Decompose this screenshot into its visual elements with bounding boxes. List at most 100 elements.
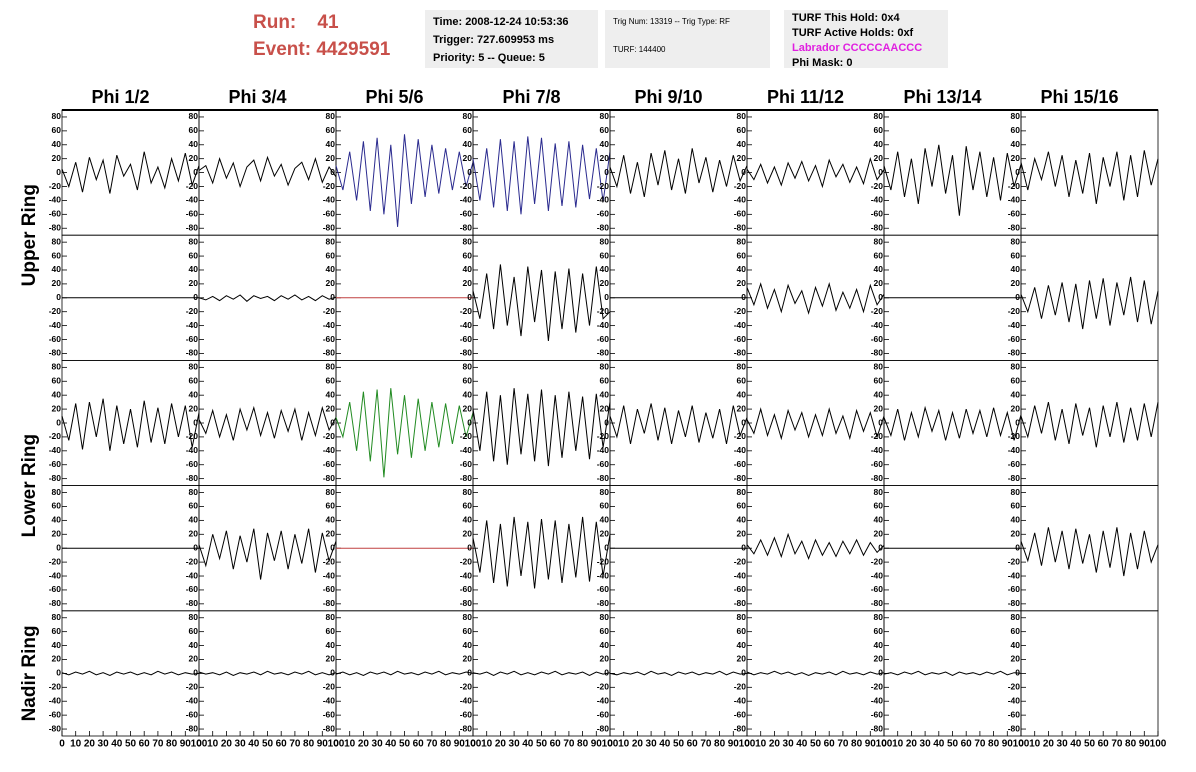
x-tick-label: 50: [536, 739, 548, 750]
y-tick-label: 20: [52, 278, 62, 288]
y-tick-label: -60: [323, 209, 336, 219]
info-line: TURF Active Holds: 0xf: [792, 27, 914, 39]
panel-frame: [335, 610, 474, 737]
y-tick-label: -20: [871, 181, 884, 191]
y-tick-label: -20: [49, 431, 62, 441]
y-tick-label: -40: [323, 570, 336, 580]
event-line: Event: 4429591: [253, 39, 390, 61]
waveform: [1020, 276, 1159, 330]
info-line: Time: 2008-12-24 10:53:36: [433, 16, 569, 28]
y-tick-label: -80: [871, 348, 884, 358]
x-tick-label: 60: [961, 739, 973, 750]
waveform: [746, 407, 885, 441]
y-tick-label: 0: [193, 292, 198, 302]
x-tick-label: 40: [522, 739, 534, 750]
panel-frame: [1020, 485, 1159, 612]
panel-frame: [335, 109, 474, 236]
y-tick-label: 60: [874, 376, 884, 386]
y-tick-label: 0: [330, 292, 335, 302]
y-tick-label: 40: [189, 515, 199, 525]
y-tick-label: 0: [467, 292, 472, 302]
y-tick-label: 20: [463, 529, 473, 539]
x-tick-label: 0: [1018, 739, 1024, 750]
y-tick-label: 0: [878, 292, 883, 302]
y-tick-label: -60: [49, 459, 62, 469]
x-tick-label: 60: [550, 739, 562, 750]
x-tick-label: 90: [180, 739, 192, 750]
y-tick-label: -60: [49, 709, 62, 719]
x-tick-label: 40: [659, 739, 671, 750]
y-tick-label: 40: [874, 264, 884, 274]
panel-frame: [609, 610, 748, 737]
y-tick-label: -80: [186, 598, 199, 608]
y-tick-label: 60: [600, 125, 610, 135]
x-tick-label: 100: [876, 739, 893, 750]
y-tick-label: -20: [597, 431, 610, 441]
y-tick-label: 0: [467, 668, 472, 678]
y-tick-label: -80: [323, 598, 336, 608]
x-tick-label: 100: [602, 739, 619, 750]
y-tick-label: -20: [186, 431, 199, 441]
y-tick-label: -20: [323, 682, 336, 692]
y-tick-label: 20: [189, 529, 199, 539]
x-tick-label: 80: [303, 739, 315, 750]
y-tick-label: -80: [597, 222, 610, 232]
x-tick-label: 90: [728, 739, 740, 750]
y-tick-label: -20: [460, 181, 473, 191]
x-tick-label: 30: [783, 739, 795, 750]
y-tick-label: 0: [878, 668, 883, 678]
x-tick-label: 100: [191, 739, 208, 750]
y-tick-label: -80: [734, 723, 747, 733]
y-tick-label: 20: [52, 529, 62, 539]
waveform: [1020, 150, 1159, 204]
y-tick-label: -20: [49, 556, 62, 566]
y-tick-label: 20: [326, 529, 336, 539]
y-tick-label: 40: [326, 640, 336, 650]
y-tick-label: -20: [871, 431, 884, 441]
panel-frame: [198, 109, 337, 236]
panel-frame: [198, 610, 337, 737]
y-tick-label: -40: [186, 570, 199, 580]
y-tick-label: 60: [189, 125, 199, 135]
x-tick-label: 70: [837, 739, 849, 750]
y-tick-label: 80: [189, 236, 199, 246]
y-tick-label: 20: [600, 654, 610, 664]
y-tick-label: -20: [460, 556, 473, 566]
y-tick-label: -60: [323, 584, 336, 594]
time-box: Time: 2008-12-24 10:53:36 Trigger: 727.6…: [425, 10, 598, 68]
y-tick-label: 40: [52, 640, 62, 650]
y-tick-label: 0: [604, 167, 609, 177]
y-tick-label: -20: [460, 306, 473, 316]
panel-frame: [883, 610, 1022, 737]
y-tick-label: 60: [1011, 501, 1021, 511]
waveform: [198, 405, 337, 441]
waveform: [1020, 527, 1159, 577]
y-tick-label: 80: [326, 111, 336, 121]
y-tick-label: 80: [326, 362, 336, 372]
x-tick-label: 80: [714, 739, 726, 750]
x-tick-label: 100: [328, 739, 345, 750]
y-tick-label: 0: [1015, 417, 1020, 427]
y-tick-label: -60: [460, 334, 473, 344]
y-tick-label: -60: [323, 334, 336, 344]
y-tick-label: 20: [189, 278, 199, 288]
y-tick-label: -60: [460, 209, 473, 219]
y-tick-label: -60: [734, 709, 747, 719]
y-tick-label: 80: [52, 612, 62, 622]
panel-frame: [746, 485, 885, 612]
y-tick-label: 80: [600, 487, 610, 497]
x-tick-label: 100: [1013, 739, 1030, 750]
waveform: [472, 136, 611, 215]
panel-frame: [198, 234, 337, 361]
y-tick-label: -40: [597, 570, 610, 580]
x-tick-label: 30: [98, 739, 110, 750]
panel-frame: [609, 109, 748, 236]
y-tick-label: -40: [323, 320, 336, 330]
y-tick-label: -20: [1008, 682, 1021, 692]
waveform: [883, 405, 1022, 441]
y-tick-label: 40: [1011, 264, 1021, 274]
y-tick-label: 0: [1015, 668, 1020, 678]
y-tick-label: -20: [734, 556, 747, 566]
x-tick-label: 70: [974, 739, 986, 750]
